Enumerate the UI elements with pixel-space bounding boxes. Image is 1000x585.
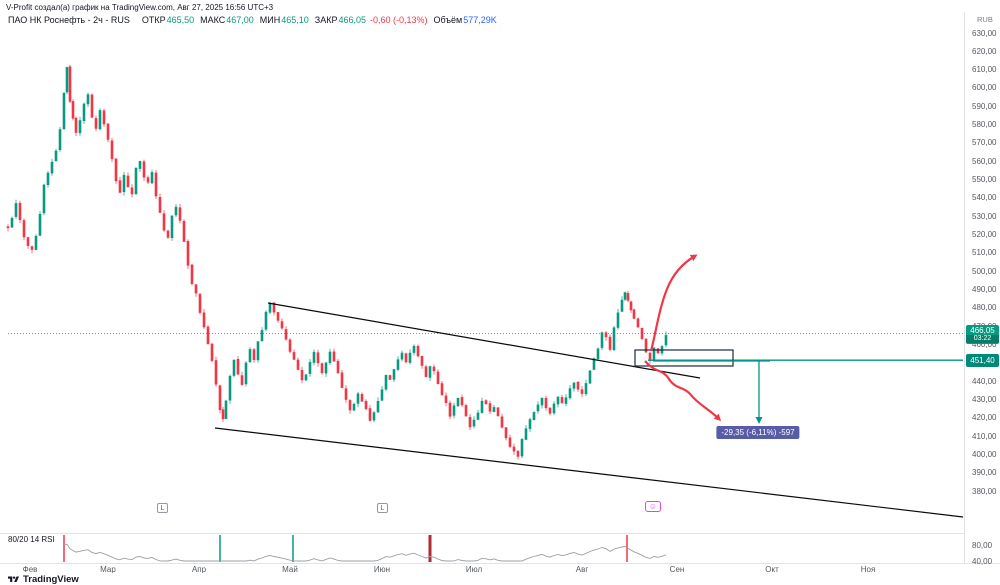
price-axis-label: 550,00 bbox=[972, 175, 997, 185]
price-axis-separator bbox=[964, 12, 965, 563]
open-label: ОТКР bbox=[141, 15, 166, 25]
price-axis-label: 430,00 bbox=[972, 394, 997, 404]
volume-value: 577,29K bbox=[463, 15, 497, 25]
price-axis-label: 630,00 bbox=[972, 28, 997, 38]
rsi-axis-label-80: 80,00 bbox=[972, 541, 993, 550]
price-axis-label: 540,00 bbox=[972, 193, 997, 203]
tradingview-logo-text: TradingView bbox=[23, 573, 79, 585]
time-axis-label: Окт bbox=[765, 565, 779, 574]
trendline bbox=[214, 427, 964, 518]
time-axis-separator bbox=[0, 563, 1000, 564]
time-axis[interactable]: Фев Мар Апр Май Июн Июл Авг Сен Окт Ноя bbox=[0, 0, 964, 585]
last-price-badge: 466,05 03:22 bbox=[966, 325, 999, 345]
arrow-up-drawing bbox=[649, 254, 698, 352]
trendline bbox=[267, 302, 701, 379]
time-axis-label: Май bbox=[282, 565, 298, 574]
price-axis-label: 520,00 bbox=[972, 230, 997, 240]
price-axis-label: 380,00 bbox=[972, 486, 997, 496]
price-axis-label: 510,00 bbox=[972, 248, 997, 258]
price-axis-label: 560,00 bbox=[972, 156, 997, 166]
bar-countdown: 03:22 bbox=[966, 335, 999, 344]
change-value: -0,60 (-0,13%) bbox=[370, 15, 428, 25]
low-label: МИН bbox=[259, 15, 281, 25]
high-value: 467,00 bbox=[226, 15, 254, 25]
label-marker[interactable]: L bbox=[157, 503, 168, 513]
price-axis-label: 620,00 bbox=[972, 46, 997, 56]
price-axis-label: 490,00 bbox=[972, 284, 997, 294]
high-label: МАКС bbox=[200, 15, 226, 25]
price-axis-label: 610,00 bbox=[972, 65, 997, 75]
last-price-value: 466,05 bbox=[970, 326, 995, 336]
rsi-axis-label-40: 40,00 bbox=[972, 557, 993, 566]
price-axis-label: 480,00 bbox=[972, 303, 997, 313]
close-value: 466,05 bbox=[338, 15, 367, 25]
time-axis-label: Сен bbox=[669, 565, 685, 574]
low-value: 465,10 bbox=[281, 15, 309, 25]
price-range-label: -29,35 (-6,11%) -597 bbox=[716, 426, 800, 439]
time-axis-label: Июн bbox=[373, 565, 391, 574]
label-marker[interactable]: L bbox=[377, 503, 388, 513]
time-axis-label: Авг bbox=[575, 565, 589, 574]
horizontal-line-price-badge: 451,40 bbox=[966, 354, 999, 368]
footer-bar: TradingView bbox=[0, 573, 1000, 585]
price-axis-label: 570,00 bbox=[972, 138, 997, 148]
price-axis-label: 460,00 bbox=[972, 339, 997, 349]
price-axis-label: 500,00 bbox=[972, 266, 997, 276]
price-axis-label: 600,00 bbox=[972, 83, 997, 93]
tradingview-logo[interactable]: TradingView bbox=[8, 574, 79, 585]
candles bbox=[6, 65, 668, 460]
pane-separator bbox=[0, 533, 964, 534]
time-axis-label: Фев bbox=[22, 565, 38, 574]
price-axis-label: 440,00 bbox=[972, 376, 997, 386]
time-axis-label: Ноя bbox=[860, 565, 876, 574]
tradingview-logo-icon bbox=[8, 575, 19, 582]
arrow-down-drawing bbox=[644, 360, 722, 422]
rectangle-drawing bbox=[634, 349, 734, 367]
open-value: 465,50 bbox=[166, 15, 195, 25]
rsi-indicator-title[interactable]: 80/20 14 RSI bbox=[8, 535, 55, 544]
attribution-text: V-Profit создал(а) график на TradingView… bbox=[6, 3, 274, 12]
price-axis-label: 590,00 bbox=[972, 101, 997, 111]
price-axis-label: 420,00 bbox=[972, 413, 997, 423]
time-axis-label: Июл bbox=[465, 565, 483, 574]
time-axis-label: Мар bbox=[100, 565, 116, 574]
price-axis-label: 410,00 bbox=[972, 431, 997, 441]
pink-sticker-marker[interactable]: ☺ bbox=[645, 501, 661, 512]
price-axis-label: 530,00 bbox=[972, 211, 997, 221]
price-axis-label: 400,00 bbox=[972, 449, 997, 459]
currency-label: RUB bbox=[977, 15, 993, 24]
volume-label: Объём bbox=[433, 15, 463, 25]
time-axis-label: Апр bbox=[191, 565, 207, 574]
rsi-line bbox=[63, 543, 667, 562]
price-axis-label: 580,00 bbox=[972, 120, 997, 130]
symbol-legend: ПАО НК Роснефть - 2ч - RUS ОТКР465,50 МАКС… bbox=[8, 15, 497, 25]
symbol-title[interactable]: ПАО НК Роснефть - 2ч - RUS bbox=[8, 15, 130, 25]
price-axis-label: 390,00 bbox=[972, 468, 997, 478]
close-label: ЗАКР bbox=[314, 15, 338, 25]
